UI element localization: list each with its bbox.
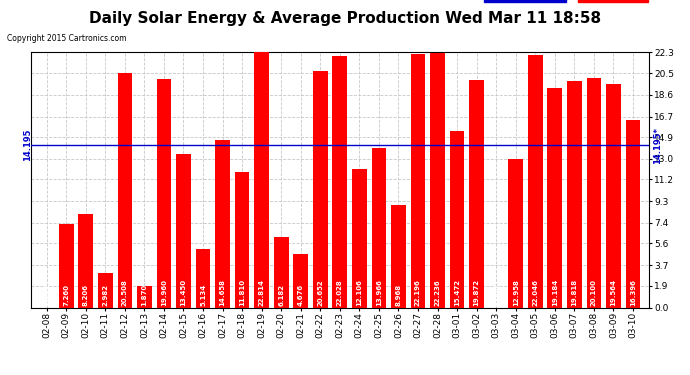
- Text: 20.508: 20.508: [122, 279, 128, 306]
- Bar: [528, 56, 542, 308]
- Bar: [215, 140, 230, 308]
- Text: 8.206: 8.206: [83, 284, 89, 306]
- Text: 4.676: 4.676: [298, 284, 304, 306]
- Bar: [117, 73, 132, 308]
- Bar: [430, 53, 445, 307]
- Text: 22.046: 22.046: [532, 279, 538, 306]
- Bar: [137, 286, 152, 308]
- Text: 19.872: 19.872: [473, 279, 480, 306]
- Bar: [293, 254, 308, 308]
- Bar: [606, 84, 621, 308]
- Text: 14.195: 14.195: [23, 129, 32, 161]
- Text: 20.100: 20.100: [591, 279, 597, 306]
- Text: 6.182: 6.182: [278, 284, 284, 306]
- Bar: [372, 148, 386, 308]
- Text: 14.195*: 14.195*: [653, 127, 662, 164]
- Bar: [333, 56, 347, 308]
- Bar: [274, 237, 288, 308]
- Bar: [235, 172, 250, 308]
- Bar: [176, 154, 191, 308]
- Text: 14.658: 14.658: [219, 279, 226, 306]
- Text: Daily Solar Energy & Average Production Wed Mar 11 18:58: Daily Solar Energy & Average Production …: [89, 11, 601, 26]
- Text: 11.810: 11.810: [239, 279, 245, 306]
- Text: 22.814: 22.814: [259, 279, 265, 306]
- Bar: [196, 249, 210, 308]
- Text: 15.472: 15.472: [454, 279, 460, 306]
- Text: 19.960: 19.960: [161, 279, 167, 306]
- Bar: [411, 54, 425, 307]
- Bar: [547, 88, 562, 308]
- Text: 0.000: 0.000: [493, 284, 499, 306]
- Text: 2.982: 2.982: [102, 284, 108, 306]
- Text: 19.564: 19.564: [611, 279, 616, 306]
- Bar: [626, 120, 640, 308]
- Text: 12.106: 12.106: [356, 279, 362, 306]
- Text: 12.958: 12.958: [513, 279, 519, 306]
- Bar: [313, 71, 328, 308]
- Text: 22.236: 22.236: [435, 279, 440, 306]
- Bar: [79, 214, 93, 308]
- Text: 22.028: 22.028: [337, 279, 343, 306]
- Text: 20.652: 20.652: [317, 279, 324, 306]
- Text: 22.196: 22.196: [415, 279, 421, 306]
- Text: 1.870: 1.870: [141, 284, 148, 306]
- Bar: [255, 46, 269, 308]
- Text: Copyright 2015 Cartronics.com: Copyright 2015 Cartronics.com: [7, 34, 126, 43]
- Text: 13.450: 13.450: [181, 279, 186, 306]
- Text: 0.000: 0.000: [43, 284, 50, 306]
- Bar: [586, 78, 601, 308]
- Text: 8.968: 8.968: [395, 284, 402, 306]
- Bar: [567, 81, 582, 308]
- Bar: [98, 273, 112, 308]
- Text: 16.396: 16.396: [630, 279, 636, 306]
- Bar: [509, 159, 523, 308]
- Bar: [59, 225, 74, 308]
- Text: 19.818: 19.818: [571, 279, 578, 306]
- Bar: [469, 80, 484, 308]
- Bar: [352, 169, 366, 308]
- Text: 5.134: 5.134: [200, 284, 206, 306]
- Text: 13.966: 13.966: [376, 279, 382, 306]
- Text: 7.260: 7.260: [63, 284, 69, 306]
- Bar: [450, 130, 464, 308]
- Bar: [391, 205, 406, 308]
- Text: 19.184: 19.184: [552, 279, 558, 306]
- Bar: [157, 79, 171, 308]
